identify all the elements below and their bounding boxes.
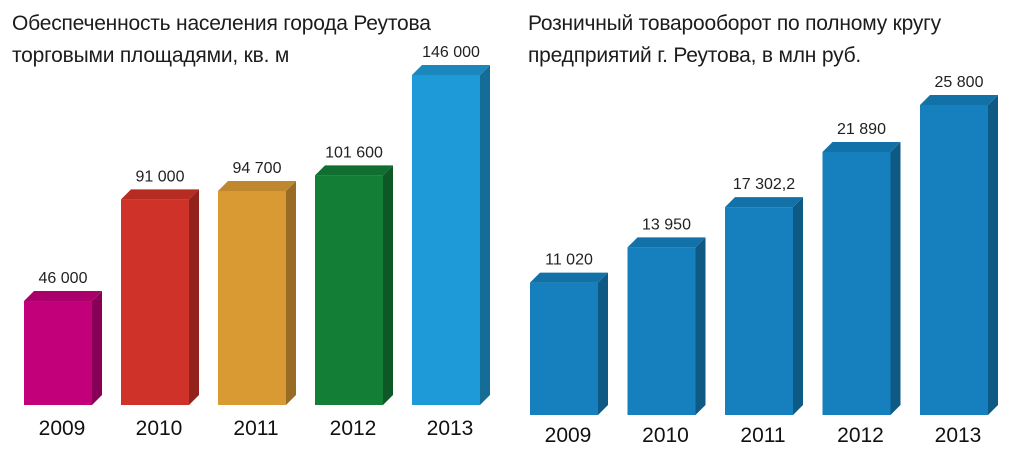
chart-1-bar-2009 <box>24 291 102 405</box>
chart-1-category-label: 2011 <box>233 417 278 440</box>
chart-2-category-label: 2009 <box>545 424 592 447</box>
chart-1-value-label: 101 600 <box>325 144 383 161</box>
chart-2-bar-2009 <box>530 272 608 415</box>
chart-2-value-label: 21 890 <box>837 121 886 138</box>
chart-1-title: Обеспеченность населения города Реутова … <box>12 12 431 67</box>
chart-1-value-label: 91 000 <box>136 168 185 185</box>
chart-1-bar-2012 <box>315 165 393 405</box>
chart-1-category-label: 2009 <box>39 417 86 440</box>
chart-1-category-label: 2010 <box>136 417 183 440</box>
chart-2-category-label: 2010 <box>642 424 689 447</box>
chart-1-value-label: 146 000 <box>422 44 480 61</box>
chart-2-category-label: 2013 <box>935 424 982 447</box>
chart-1-value-label: 94 700 <box>233 160 282 177</box>
chart-1-bar-2013 <box>412 65 490 405</box>
chart-2-bar-2013 <box>920 95 998 415</box>
chart-2-category-label: 2012 <box>837 424 884 447</box>
chart-2-bar-2012 <box>822 141 901 415</box>
chart-1-category-label: 2013 <box>427 417 474 440</box>
chart-2-category-label: 2011 <box>740 424 785 447</box>
chart-2-bar-2010 <box>627 237 706 415</box>
chart-1-bar-2010 <box>121 189 199 405</box>
chart-1-category-label: 2012 <box>330 417 377 440</box>
chart-2-value-label: 13 950 <box>642 216 691 233</box>
chart-1-bar-2011 <box>218 180 296 405</box>
chart-2-plot: 11 020 2009 13 950 2010 17 302,2 2011 21 890 20… <box>530 74 998 447</box>
chart-1-plot: 46 000 2009 91 000 2010 94 700 2011 101 600 201… <box>24 44 490 440</box>
chart-1-value-label: 46 000 <box>39 270 88 287</box>
chart-2-bar-2011 <box>725 197 803 415</box>
chart-2-value-label: 11 020 <box>545 252 593 269</box>
chart-2-value-label: 17 302,2 <box>733 176 795 193</box>
chart-2-value-label: 25 800 <box>935 74 984 91</box>
chart-2-title: Розничный товарооборот по полному кругу … <box>528 12 941 67</box>
